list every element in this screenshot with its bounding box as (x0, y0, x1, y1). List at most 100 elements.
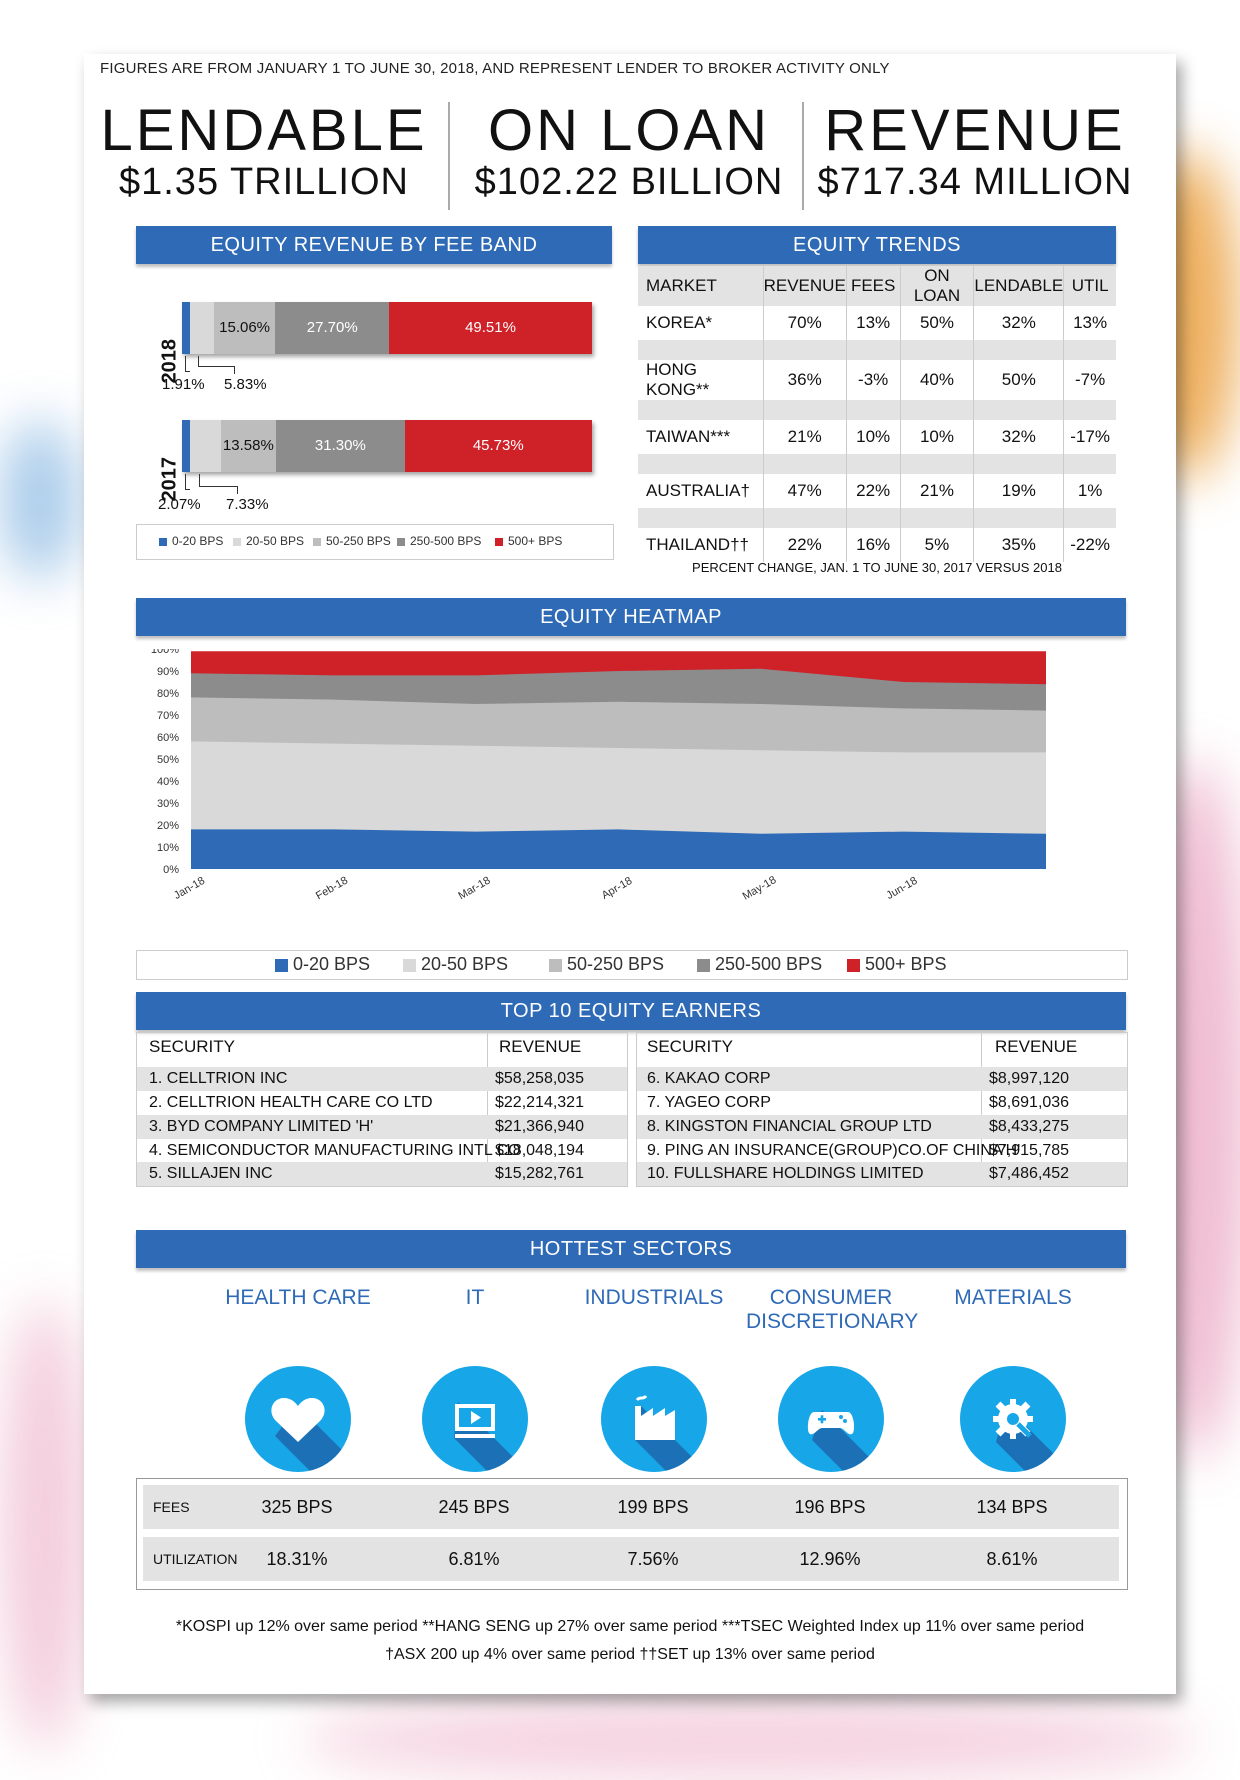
utilization-value: 12.96% (799, 1549, 861, 1569)
bar-segment-500-bps: 49.51% (389, 302, 592, 354)
table-row: 10. FULLSHARE HOLDINGS LIMITED $7,486,452 (636, 1162, 1128, 1187)
bar-segment-250-500-bps: 27.70% (275, 302, 390, 354)
legend-swatch (495, 537, 503, 546)
footnote: †ASX 200 up 4% over same period ††SET up… (385, 1646, 875, 1663)
trends-table: MARKET REVENUE FEES ON LOAN LENDABLE UTI… (638, 266, 1116, 562)
legend-swatch (159, 537, 167, 546)
table-row: HONG KONG** 36% -3% 40% 50% -7% (638, 360, 1116, 400)
callout-line (237, 486, 238, 494)
background-wash-blue (0, 420, 80, 580)
kpi-value: $102.22 BILLION (474, 161, 784, 203)
table-row: 5. SILLAJEN INC $15,282,761 (136, 1162, 628, 1187)
table-row: 7. YAGEO CORP $8,691,036 (637, 1091, 1127, 1115)
fee-band-title: EQUITY REVENUE BY FEE BAND (136, 226, 612, 264)
kpi-divider (802, 102, 804, 210)
value-cell: 10% (899, 420, 974, 454)
y-tick-label: 50% (157, 754, 179, 766)
callout-line (234, 366, 235, 374)
callout-line (185, 489, 190, 490)
kpi-title: LENDABLE (100, 98, 428, 163)
kpi-value: $1.35 TRILLION (118, 161, 409, 203)
kpi-title: ON LOAN (487, 98, 771, 163)
trends-caption: PERCENT CHANGE, JAN. 1 TO JUNE 30, 2017 … (692, 560, 1062, 575)
security-revenue: $18,048,194 (495, 1142, 584, 1159)
bar-segment-0-20-bps (182, 420, 191, 472)
table-row: 8. KINGSTON FINANCIAL GROUP LTD $8,433,27… (637, 1115, 1127, 1139)
legend-label: 20-50 BPS (246, 534, 305, 548)
value-cell: 36% (762, 360, 847, 400)
header-note: FIGURES ARE FROM JANUARY 1 TO JUNE 30, 2… (100, 60, 890, 77)
column-header: MARKET (646, 276, 717, 295)
x-tick-label: Mar-18 (456, 874, 492, 902)
legend-label: 500+ BPS (508, 534, 563, 548)
value-cell: 50% (973, 360, 1064, 400)
value-cell: 32% (973, 420, 1064, 454)
legend-swatch (847, 958, 860, 972)
sector-name-line: INDUSTRIALS (584, 1286, 724, 1309)
callout-line (185, 474, 186, 490)
video-player-icon (422, 1366, 528, 1472)
sector-name-line: CONSUMER (769, 1286, 893, 1309)
kpi-divider (448, 102, 450, 210)
value-cell: -22% (1063, 528, 1116, 562)
value-cell: 50% (899, 306, 974, 340)
legend-label: 250-500 BPS (715, 954, 823, 974)
security-name: 9. PING AN INSURANCE(GROUP)CO.OF CHINA'H… (647, 1142, 1021, 1159)
legend-item: 250-500 BPS (397, 534, 481, 548)
table-row: 6. KAKAO CORP $8,997,120 (637, 1067, 1127, 1091)
sector-name-line: DISCRETIONARY (746, 1310, 919, 1334)
legend-label: 20-50 BPS (421, 954, 509, 974)
earners-table-right: SECURITY REVENUE 6. KAKAO CORP $8,997,120… (636, 1032, 1128, 1170)
market-cell: THAILAND†† (646, 535, 749, 554)
security-name: 7. YAGEO CORP (647, 1094, 771, 1111)
bar-segment-50-250-bps: 13.58% (220, 420, 277, 472)
legend-item: 50-250 BPS (313, 534, 391, 548)
utilization-value: 6.81% (448, 1549, 500, 1569)
data-label-20-50-2017: 7.33% (226, 496, 269, 513)
column-header: SECURITY (149, 1037, 235, 1056)
security-revenue: $8,997,120 (989, 1070, 1070, 1087)
data-label-0-20-2018: 1.91% (162, 376, 205, 393)
year-label: 2017 (158, 457, 181, 502)
table-row: AUSTRALIA† 47% 22% 21% 19% 1% (638, 474, 1116, 508)
legend-label: 0-20 BPS (293, 954, 371, 974)
x-tick-label: Jan-18 (172, 875, 207, 902)
security-revenue: $7,486,452 (989, 1165, 1070, 1182)
table-row: KOREA* 70% 13% 50% 32% 13% (638, 306, 1116, 340)
security-name: 4. SEMICONDUCTOR MANUFACTURING INTL CO (149, 1142, 521, 1159)
fees-value: 199 BPS (617, 1497, 689, 1517)
sectors-stats-table: FEES 325 BPS 245 BPS 199 BPS 196 BPS 134… (136, 1478, 1128, 1590)
sector-name-it: IT (390, 1286, 560, 1310)
fees-value: 245 BPS (438, 1497, 510, 1517)
legend-swatch (549, 958, 562, 972)
security-revenue: $8,691,036 (989, 1094, 1070, 1111)
security-revenue: $15,282,761 (495, 1165, 584, 1182)
y-tick-label: 30% (157, 798, 179, 810)
x-tick-label: Jun-18 (884, 875, 919, 902)
legend-item: 20-50 BPS (233, 534, 304, 548)
y-tick-label: 20% (157, 820, 179, 832)
column-header: LENDABLE (973, 266, 1064, 306)
legend-item: 20-50 BPS (403, 954, 508, 975)
value-cell: 70% (762, 306, 847, 340)
kpi-title: REVENUE (824, 98, 1126, 163)
sector-name-consumer-discretionary: CONSUMER DISCRETIONARY (746, 1286, 919, 1334)
fee-band-chart: 2018 15.06% 27.70% 49.51% 2017 13.58% 31.30… (136, 274, 612, 594)
bar-segment-250-500-bps: 31.30% (276, 420, 405, 472)
legend-item: 0-20 BPS (275, 954, 370, 975)
value-cell: 47% (762, 474, 847, 508)
table-row: TAIWAN*** 21% 10% 10% 32% -17% (638, 420, 1116, 454)
column-divider (487, 1033, 488, 1169)
legend-item: 500+ BPS (847, 954, 947, 975)
sector-name-line: MATERIALS (954, 1286, 1072, 1309)
callout-line (185, 371, 190, 372)
trends-title: EQUITY TRENDS (638, 226, 1116, 264)
y-tick-label: 40% (157, 776, 179, 788)
x-tick-label: May-18 (741, 874, 779, 903)
y-tick-label: 100% (151, 649, 179, 656)
value-cell: -17% (1063, 420, 1116, 454)
market-cell: HONG KONG** (646, 360, 710, 399)
x-tick-label: Feb-18 (314, 874, 350, 902)
row-label: FEES (153, 1499, 190, 1515)
legend-swatch (697, 958, 710, 972)
